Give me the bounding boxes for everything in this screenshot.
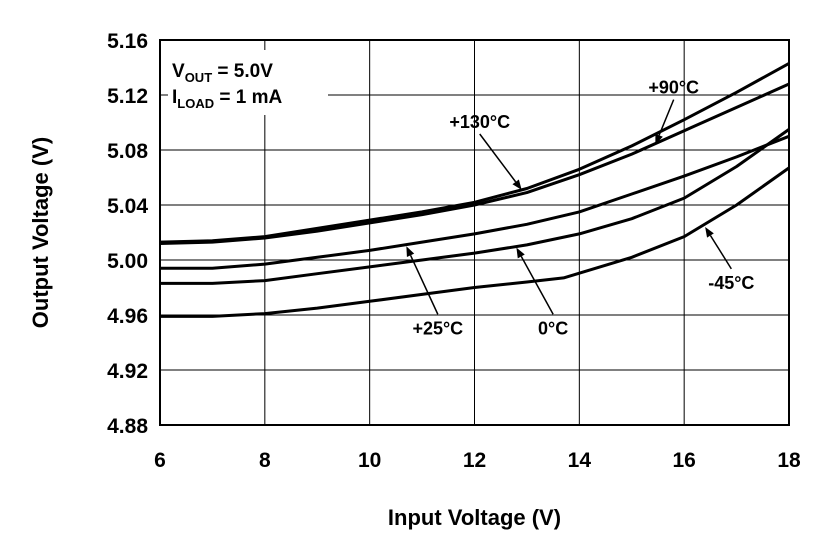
x-tick-label: 6 xyxy=(154,449,166,472)
y-tick-label: 5.08 xyxy=(107,140,148,163)
y-tick-label: 5.00 xyxy=(107,250,148,273)
annotations: +130°C +90°C +25°C 0°C -45°C xyxy=(406,78,754,338)
annotation-arrow-plus90degc xyxy=(658,99,675,136)
y-tick-label: 5.12 xyxy=(107,85,148,108)
y-tick-labels: 4.88 4.92 4.96 5.00 5.04 5.08 5.12 5.16 xyxy=(107,30,148,438)
condition-iload-value: = 1 mA xyxy=(214,87,282,108)
y-tick-label: 5.16 xyxy=(107,30,148,53)
annotation-arrow-plus25degc xyxy=(409,255,439,315)
condition-vout-symbol: V xyxy=(172,61,185,82)
x-axis-title: Input Voltage (V) xyxy=(388,505,561,530)
annotation-arrow-minus45degc xyxy=(709,235,732,270)
condition-iload-symbol: I xyxy=(172,87,177,108)
annotation-arrowhead-plus130degc xyxy=(512,179,522,190)
annotation-arrowhead-minus45degc xyxy=(705,227,714,238)
plot-frame xyxy=(159,39,790,426)
annotation-label-plus25degc: +25°C xyxy=(412,318,463,338)
annotation-label-plus130degc: +130°C xyxy=(449,112,510,132)
conditions-box: VOUT = 5.0V ILOAD = 1 mA xyxy=(168,50,328,115)
condition-iload-subscript: LOAD xyxy=(177,96,214,111)
annotation-arrow-0degc xyxy=(520,256,554,315)
annotation-arrowhead-0degc xyxy=(516,247,525,259)
x-tick-label: 14 xyxy=(568,449,592,472)
annotation-label-0degc: 0°C xyxy=(538,318,568,338)
conditions-background xyxy=(168,50,328,115)
y-tick-label: 4.92 xyxy=(107,360,148,383)
annotation-arrowhead-plus25degc xyxy=(406,246,415,258)
condition-vout-value: = 5.0V xyxy=(212,61,273,82)
series-line-minus45degc xyxy=(160,166,790,318)
annotation-arrow-plus130degc xyxy=(479,133,517,183)
x-tick-label: 16 xyxy=(672,449,695,472)
condition-iload: ILOAD = 1 mA xyxy=(172,87,283,111)
series-line-plus25degc xyxy=(160,134,790,270)
x-tick-label: 12 xyxy=(463,449,486,472)
series-line-0degc xyxy=(160,128,790,285)
y-axis-title: Output Voltage (V) xyxy=(28,137,53,328)
y-tick-label: 5.04 xyxy=(107,195,148,218)
series-line-plus90degc xyxy=(159,82,790,245)
x-tick-label: 18 xyxy=(777,449,801,472)
y-tick-label: 4.88 xyxy=(107,415,148,438)
condition-vout: VOUT = 5.0V xyxy=(172,61,273,85)
grid xyxy=(159,39,790,426)
y-tick-label: 4.96 xyxy=(107,305,148,328)
x-tick-label: 8 xyxy=(259,449,271,472)
condition-vout-subscript: OUT xyxy=(185,70,213,85)
x-tick-labels: 6 8 10 12 14 16 18 xyxy=(154,449,801,472)
annotation-label-plus90degc: +90°C xyxy=(648,78,699,98)
x-tick-label: 10 xyxy=(358,449,381,472)
annotation-label-minus45degc: -45°C xyxy=(708,273,754,293)
annotation-arrowhead-plus90degc xyxy=(655,133,663,145)
series-lines xyxy=(159,62,790,318)
